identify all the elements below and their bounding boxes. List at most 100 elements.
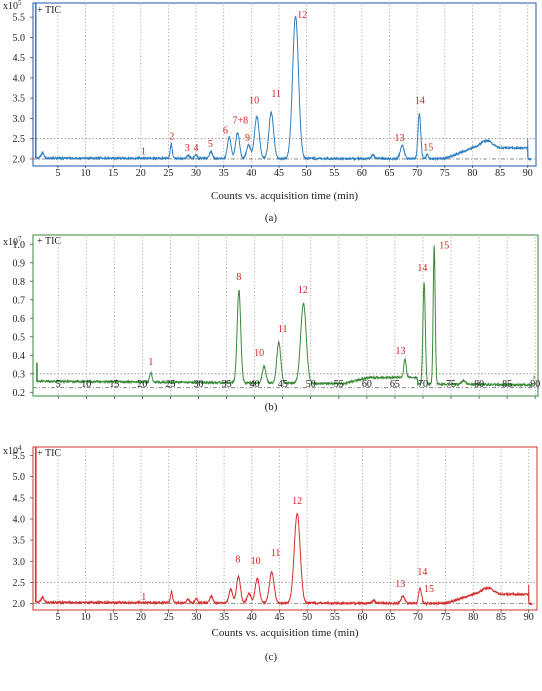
x-tick-label: 5 <box>55 612 60 623</box>
panel-label: (a) <box>265 212 278 224</box>
peak-label: 11 <box>278 324 288 335</box>
y-tick-label: 1.0 <box>13 240 26 251</box>
y-tick-label: 3.5 <box>13 94 26 105</box>
x-tick-label: 45 <box>274 168 284 179</box>
x-tick-label: 75 <box>440 168 450 179</box>
x-tick-label: 65 <box>390 379 400 390</box>
y-tick-label: 5.5 <box>13 451 26 462</box>
peak-label: 1 <box>141 146 146 157</box>
y-tick-label: 2.5 <box>13 578 26 589</box>
peak-label: 15 <box>439 241 449 252</box>
y-tick-label: 4.5 <box>13 493 26 504</box>
y-tick-label: 4.0 <box>13 514 26 525</box>
panel-label: (b) <box>265 401 278 413</box>
peak-label: 1 <box>141 592 146 603</box>
x-tick-label: 75 <box>441 612 451 623</box>
peak-label: 13 <box>396 346 406 357</box>
chart-panel-2: 0.2 0.3 0.4 0.5 0.6 0.7 0.8 0.9 1.0 5 10 15 20 25 30 35… <box>3 234 540 413</box>
y-tick-label: 3.0 <box>13 114 26 125</box>
x-axis-title: Counts vs. acquisition time (min) <box>211 190 358 202</box>
tic-trace <box>36 15 532 162</box>
peak-label: 15 <box>424 584 434 595</box>
panel-label: (c) <box>265 651 278 663</box>
x-tick-label: 55 <box>334 379 344 390</box>
y-tick-label: 5.5 <box>13 13 26 24</box>
y-tick-label: 5.0 <box>13 33 26 44</box>
peak-label: 14 <box>417 263 427 274</box>
y-tick-label: 0.3 <box>13 369 26 380</box>
x-tick-label: 30 <box>194 379 204 390</box>
x-tick-label: 30 <box>191 168 201 179</box>
peak-label: 8 <box>236 272 241 283</box>
x-tick-label: 65 <box>385 168 395 179</box>
x-tick-label: 25 <box>165 379 175 390</box>
peak-label: 7+8 <box>232 116 248 127</box>
x-tick-label: 85 <box>496 612 506 623</box>
y-tick-label: 0.4 <box>13 351 26 362</box>
x-tick-label: 35 <box>222 379 232 390</box>
x-tick-label: 65 <box>385 612 395 623</box>
y-tick-label: 0.2 <box>13 388 26 399</box>
y-tick-label: 5.0 <box>13 472 26 483</box>
x-tick-label: 60 <box>358 612 368 623</box>
x-tick-label: 50 <box>302 612 312 623</box>
x-tick-label: 90 <box>523 168 533 179</box>
x-tick-label: 70 <box>418 379 428 390</box>
x-axis-title: Counts vs. acquisition time (min) <box>212 627 359 639</box>
x-tick-label: 55 <box>330 612 340 623</box>
x-tick-label: 55 <box>329 168 339 179</box>
x-tick-label: 80 <box>468 612 478 623</box>
peak-label: 9 <box>245 133 250 144</box>
plot-frame <box>32 234 539 397</box>
peak-label: 3 <box>185 143 190 154</box>
x-tick-label: 5 <box>56 379 61 390</box>
peak-label: 10 <box>249 95 259 106</box>
x-tick-label: 15 <box>108 612 118 623</box>
peak-label: 10 <box>254 348 264 359</box>
y-scale-exponent: x105 <box>3 0 22 12</box>
x-tick-label: 40 <box>250 379 260 390</box>
x-tick-label: 25 <box>164 612 174 623</box>
y-tick-label: 4.0 <box>13 73 26 84</box>
y-scale-exponent: x104 <box>3 444 22 457</box>
peak-label: 1 <box>148 357 153 368</box>
y-tick-label: 0.9 <box>13 258 26 269</box>
x-tick-label: 60 <box>362 379 372 390</box>
peak-label: 11 <box>271 89 281 100</box>
x-tick-label: 90 <box>524 612 534 623</box>
peak-label: 14 <box>415 95 425 106</box>
x-tick-label: 80 <box>474 379 484 390</box>
y-tick-label: 2.0 <box>13 599 26 610</box>
peak-label: 12 <box>297 10 307 21</box>
plot-frame <box>32 446 538 611</box>
chart-panel-3: 2.0 2.5 3.0 3.5 4.0 4.5 5.0 5.5 5 10 15 20 25 30 35 40 4… <box>3 444 538 663</box>
y-tick-label: 2.5 <box>13 134 26 145</box>
x-tick-label: 5 <box>55 168 60 179</box>
y-tick-label: 0.8 <box>13 277 26 288</box>
plot-frame <box>32 2 537 167</box>
x-tick-label: 70 <box>412 168 422 179</box>
x-tick-label: 85 <box>502 379 512 390</box>
x-tick-label: 45 <box>274 612 284 623</box>
x-tick-label: 85 <box>495 168 505 179</box>
y-tick-label: 3.0 <box>13 557 26 568</box>
y-tick-label: 4.5 <box>13 53 26 64</box>
x-tick-label: 10 <box>81 612 91 623</box>
x-tick-label: 40 <box>247 612 257 623</box>
x-tick-label: 10 <box>81 168 91 179</box>
x-tick-label: 70 <box>413 612 423 623</box>
x-tick-label: 20 <box>136 168 146 179</box>
peak-label: 8 <box>235 555 240 566</box>
x-tick-label: 30 <box>191 612 201 623</box>
x-tick-label: 60 <box>357 168 367 179</box>
peak-label: 5 <box>208 139 213 150</box>
x-tick-label: 25 <box>163 168 173 179</box>
peak-label: 2 <box>169 132 174 143</box>
x-tick-label: 15 <box>108 168 118 179</box>
x-tick-label: 35 <box>219 612 229 623</box>
x-tick-label: 75 <box>446 379 456 390</box>
tic-trace <box>36 513 533 607</box>
x-tick-label: 35 <box>219 168 229 179</box>
x-tick-label: 45 <box>278 379 288 390</box>
